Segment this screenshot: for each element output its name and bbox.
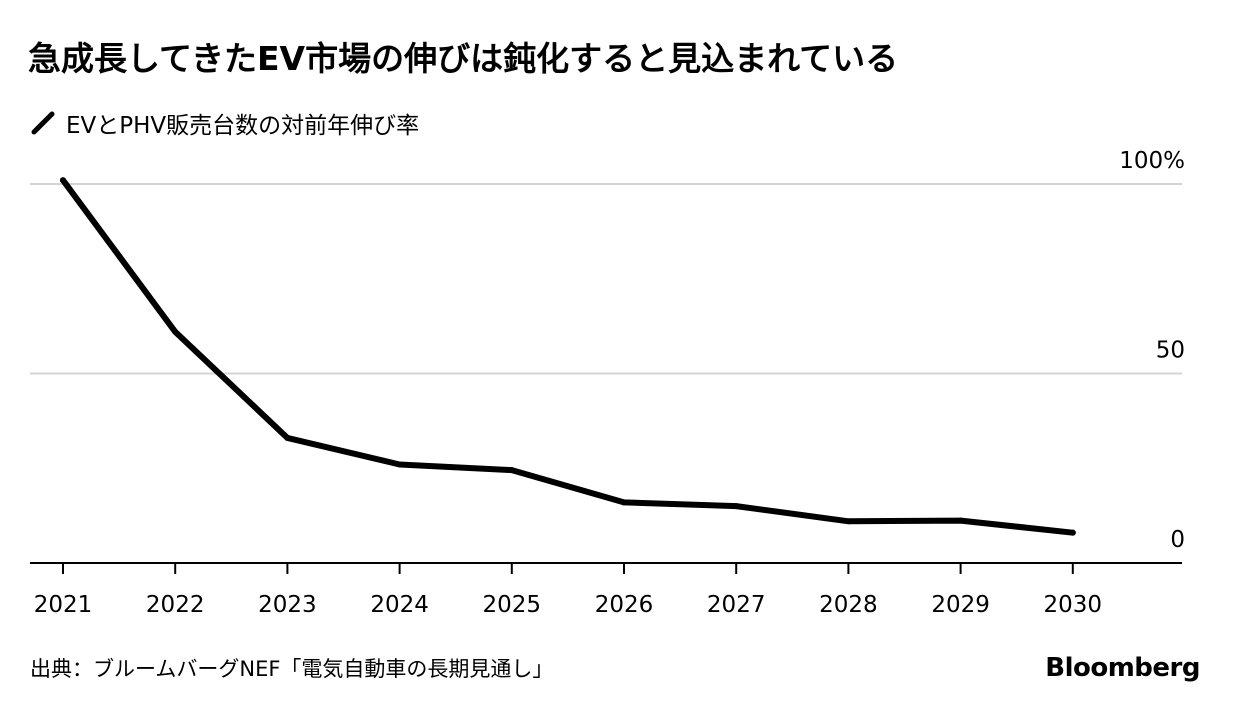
x-tick-label-2026: 2026 xyxy=(595,592,654,618)
y-tick-label-0: 0 xyxy=(1170,527,1185,553)
x-tick-label-2024: 2024 xyxy=(370,592,429,618)
y-tick-label-50: 50 xyxy=(1156,338,1185,364)
x-tick-label-2025: 2025 xyxy=(483,592,542,618)
series-line-0 xyxy=(60,177,1076,536)
data-point-2022 xyxy=(172,328,179,335)
data-point-2026 xyxy=(621,499,627,506)
x-tick-label-2021: 2021 xyxy=(34,592,93,618)
source-note: 出典：ブルームバーグNEF「電気自動車の長期見通し」 xyxy=(30,657,554,681)
data-point-2030 xyxy=(1069,529,1076,536)
x-axis-labels: 2021 2022 2023 2024 2025 2026 2027 2028 2029 2030 xyxy=(34,592,1102,618)
chart-title: 急成長してきたEV市場の伸びは鈍化すると見込まれている xyxy=(28,39,899,78)
series-lines xyxy=(60,177,1076,536)
legend-swatch-line xyxy=(31,111,55,135)
data-point-2024 xyxy=(396,461,403,468)
data-point-2021 xyxy=(60,177,66,184)
bloomberg-logo: Bloomberg xyxy=(1045,653,1200,683)
x-tick-label-2029: 2029 xyxy=(931,592,990,618)
legend: EVとPHV販売台数の対前年伸び率 xyxy=(30,106,419,140)
gridlines xyxy=(30,183,1182,375)
x-tick-label-2022: 2022 xyxy=(146,592,205,618)
legend-line-icon xyxy=(31,111,55,135)
x-tick-label-2027: 2027 xyxy=(707,592,766,618)
data-point-2023 xyxy=(284,434,291,441)
y-axis-labels: 0 50 100% xyxy=(1119,148,1185,553)
data-point-2029 xyxy=(957,517,964,524)
x-tick-label-2030: 2030 xyxy=(1044,592,1103,618)
data-point-2025 xyxy=(508,467,515,474)
data-point-2028 xyxy=(845,518,852,525)
legend-label: EVとPHV販売台数の対前年伸び率 xyxy=(66,113,420,139)
y-tick-label-100: 100% xyxy=(1119,148,1185,174)
x-tick-label-2023: 2023 xyxy=(258,592,317,618)
x-tick-label-2028: 2028 xyxy=(819,592,878,618)
x-axis xyxy=(30,562,1182,574)
data-point-2027 xyxy=(733,503,740,510)
